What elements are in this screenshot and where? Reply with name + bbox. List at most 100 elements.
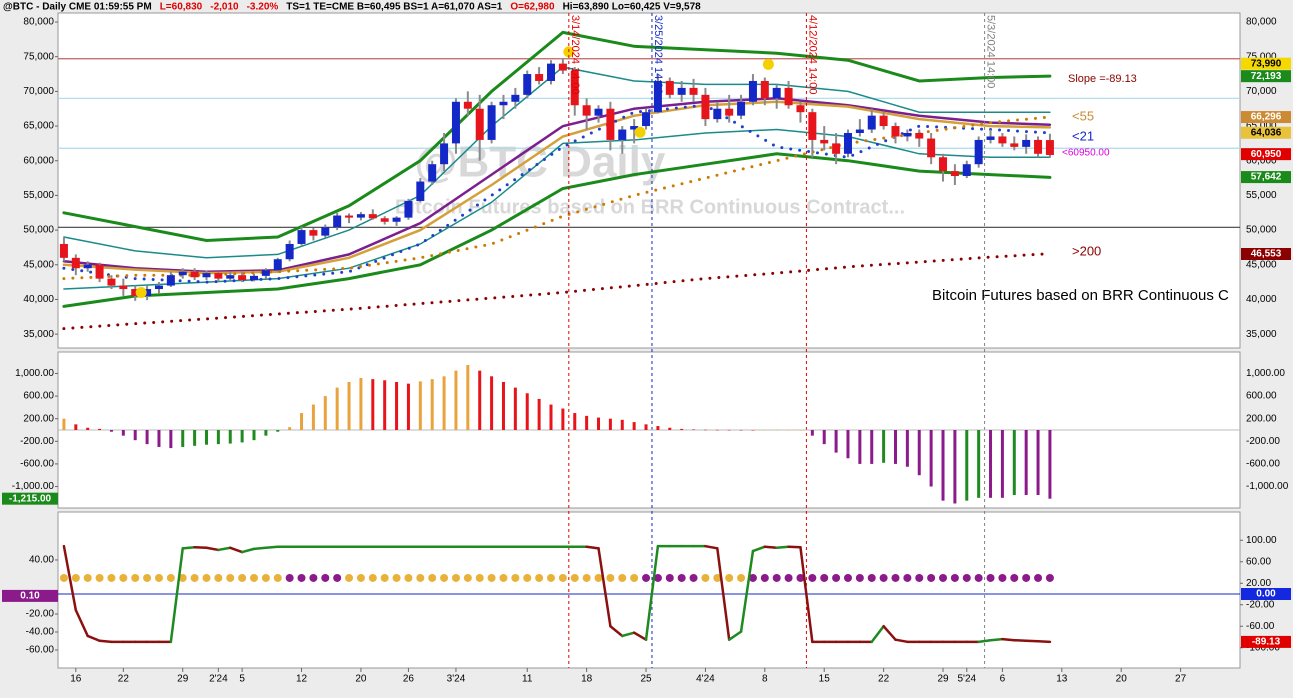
- header-item: O=62,980: [510, 2, 555, 13]
- histogram-bar: [490, 376, 494, 430]
- candle-body: [1010, 143, 1019, 147]
- histogram-bar: [989, 430, 993, 498]
- signal-dot: [689, 573, 698, 582]
- candle-body: [428, 164, 437, 182]
- histogram-bar: [597, 417, 601, 430]
- oscillator-segment: [169, 547, 184, 644]
- annotation: >200: [1072, 243, 1101, 258]
- oscillator-segment: [193, 546, 208, 550]
- signal-dot: [582, 573, 591, 582]
- y-tick-label: 40,000: [23, 294, 54, 305]
- signal-dot: [297, 573, 306, 582]
- watermark-subtitle: Bitcoin Futures based on BRR Continuous …: [395, 196, 905, 218]
- price-badge: [2, 492, 58, 505]
- candle-body: [939, 157, 948, 172]
- signal-dot: [618, 573, 627, 582]
- annotation: Bitcoin Futures based on BRR Continuous …: [932, 287, 1229, 304]
- signal-dot: [143, 573, 152, 582]
- histogram-bar: [1048, 430, 1052, 499]
- histogram-bar: [739, 429, 743, 431]
- candle-body: [535, 74, 544, 81]
- signal-dot: [59, 573, 68, 582]
- x-tick-label: 13: [1056, 674, 1068, 685]
- candle-body: [915, 132, 924, 139]
- x-tick-label: 29: [937, 674, 949, 685]
- histogram-bar: [300, 413, 304, 430]
- x-tick-label: 6: [1000, 674, 1006, 685]
- y-tick-label: 35,000: [23, 329, 54, 340]
- candle-body: [962, 164, 971, 176]
- x-tick-label: 29: [177, 674, 189, 685]
- signal-dot: [760, 573, 769, 582]
- x-tick-label: 25: [640, 674, 652, 685]
- y-tick-label: -600.00: [1246, 459, 1280, 470]
- candle-body: [107, 278, 116, 286]
- signal-dot: [131, 573, 140, 582]
- candle-body: [131, 289, 140, 296]
- y-tick-label: 55,000: [23, 190, 54, 201]
- oscillator-segment: [621, 631, 636, 638]
- x-tick-label: 2'24: [209, 674, 228, 685]
- signal-dot: [535, 573, 544, 582]
- price-badge-label: 0.10: [20, 591, 40, 602]
- signal-dot: [843, 573, 852, 582]
- candle-body: [760, 80, 769, 99]
- signal-dot: [772, 573, 781, 582]
- y-tick-label: 50,000: [1246, 225, 1277, 236]
- candle-body: [784, 87, 793, 106]
- histogram-bar: [632, 422, 636, 430]
- histogram-bar: [204, 430, 208, 445]
- y-tick-label: 600.00: [23, 391, 54, 402]
- oscillator-segment: [989, 637, 1004, 642]
- candle-body: [998, 136, 1007, 144]
- candle-body: [119, 285, 128, 290]
- candle-body: [95, 264, 104, 279]
- y-tick-label: 45,000: [23, 259, 54, 270]
- y-tick-label: 100.00: [1246, 535, 1277, 546]
- oscillator-segment: [632, 631, 648, 641]
- oscillator-segment: [229, 546, 244, 554]
- y-tick-label: -600.00: [20, 459, 54, 470]
- x-tick-label: 4'24: [696, 674, 715, 685]
- signal-dot: [784, 573, 793, 582]
- histogram-bar: [121, 430, 125, 436]
- signal-dot: [71, 573, 80, 582]
- histogram-bar: [882, 430, 886, 463]
- histogram-bar: [216, 430, 220, 445]
- histogram-bar: [787, 430, 791, 431]
- price-badge: [1241, 247, 1291, 260]
- oscillator-segment: [181, 546, 196, 550]
- histogram-bar: [822, 430, 826, 445]
- signal-dot: [713, 573, 722, 582]
- price-badge: [1241, 57, 1291, 70]
- candle-body: [772, 87, 781, 99]
- y-tick-label: -200.00: [1246, 436, 1280, 447]
- signal-dot: [974, 573, 983, 582]
- candle-body: [642, 112, 651, 127]
- candle-body: [214, 273, 223, 279]
- oscillator-segment: [775, 545, 790, 550]
- signal-dot: [879, 573, 888, 582]
- candle-body: [380, 218, 389, 222]
- y-tick-label: 65,000: [23, 121, 54, 132]
- histogram-bar: [240, 430, 244, 443]
- indicator-line: [62, 30, 1052, 243]
- y-tick-label: 55,000: [1246, 190, 1277, 201]
- signal-dot: [523, 573, 532, 582]
- event-label: 3/14/2024 14:00: [569, 15, 581, 95]
- histogram-bar: [917, 430, 921, 476]
- signal-dot: [238, 573, 247, 582]
- histogram-bar: [751, 430, 755, 431]
- histogram-bar: [1000, 430, 1004, 498]
- candle-body: [190, 271, 199, 278]
- histogram-bar: [513, 387, 517, 430]
- signal-dot: [154, 573, 163, 582]
- histogram-bar: [810, 430, 814, 436]
- x-tick-label: 20: [355, 674, 367, 685]
- oscillator-segment: [763, 545, 778, 550]
- y-tick-label: 75,000: [23, 51, 54, 62]
- candle-body: [261, 270, 270, 276]
- candle-body: [665, 80, 674, 95]
- candle-body: [927, 138, 936, 158]
- oscillator-segment: [870, 624, 885, 644]
